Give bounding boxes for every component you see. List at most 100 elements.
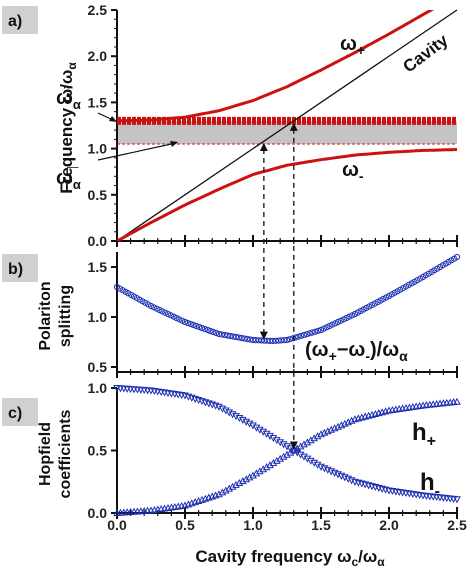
h-minus-point (215, 403, 223, 411)
y-tick-label: 0.0 (88, 233, 108, 249)
cavity-line (116, 9, 458, 242)
panel-label-c: c) (8, 405, 22, 422)
h-plus-point (228, 482, 237, 490)
splitting-point (235, 334, 242, 341)
h-plus-point (235, 478, 244, 486)
h-plus-point (279, 452, 288, 460)
h-minus-point (306, 457, 315, 465)
h-minus-point (269, 435, 278, 443)
h-minus-point (262, 430, 271, 438)
h-minus-point (303, 455, 312, 463)
h-plus-point (259, 465, 268, 473)
splitting-point (232, 333, 240, 341)
panel-a-ylabel: Frequency ω/ωα (57, 62, 79, 194)
h-minus-point (259, 428, 268, 436)
panel-tag-c: c) (2, 398, 38, 426)
splitting-point (303, 331, 310, 338)
splitting-point (187, 320, 194, 328)
splitting-point (224, 332, 231, 339)
h-plus-point (269, 458, 278, 466)
splitting-point (312, 328, 319, 335)
h-minus-point (242, 418, 251, 426)
x-tick-label: 1.5 (311, 517, 331, 533)
h-plus-point (310, 434, 319, 442)
splitting-point (309, 329, 316, 336)
h-plus-point (300, 440, 308, 448)
h-plus-point (306, 436, 315, 444)
splitting-point (346, 313, 353, 320)
y-tick-label: 1.0 (88, 380, 108, 396)
x-tick-label: 1.0 (243, 517, 263, 533)
h-minus-point (218, 405, 227, 413)
splitting-point (286, 336, 293, 343)
panel-b-ylabel-line2: splitting (57, 285, 74, 347)
splitting-point (213, 329, 220, 337)
dashed-guides (259, 122, 298, 450)
h-plus-point (303, 438, 312, 446)
h-plus-point (453, 397, 461, 405)
h-plus-point (286, 448, 295, 456)
panel-c-ylabel-line1: Hopfield (37, 422, 54, 486)
splitting-point (210, 328, 217, 336)
h-minus-point (255, 426, 264, 434)
h-plus-point (238, 477, 247, 485)
splitting-point (337, 317, 344, 324)
panel-tag-a: a) (2, 6, 38, 34)
annotation-omega-bar: ω̅α (56, 167, 81, 192)
splitting-point (221, 331, 228, 339)
h-plus-point (232, 480, 240, 488)
h-minus-point (252, 424, 261, 432)
annotation-omega-tilde: ω̃α (56, 85, 81, 112)
h-minus-point (235, 415, 244, 423)
h-minus-point (286, 445, 295, 453)
annotation-omega-minus: ω- (342, 159, 364, 184)
splitting-point (315, 327, 322, 334)
splitting-point (371, 300, 378, 307)
h-plus-point (296, 442, 305, 450)
annotation-splitting: (ω+−ω-)/ωα (305, 339, 408, 364)
splitting-point (300, 331, 308, 339)
guide-arrowhead-1-down (259, 331, 268, 340)
h-plus-point (255, 467, 264, 475)
x-tick-label: 2.0 (379, 517, 399, 533)
omega-minus-curve (117, 148, 457, 241)
splitting-point (244, 335, 251, 343)
splitting-point (278, 337, 285, 344)
splitting-point (258, 337, 265, 344)
splitting-point (230, 333, 237, 340)
panel-c-plot: 0.0 0.5 1.0 0.0 0.5 1.0 1.5 2.0 2.5 (88, 380, 467, 533)
h-minus-point (310, 459, 319, 467)
y-tick-label: 0.0 (88, 505, 108, 521)
splitting-point (363, 304, 370, 312)
h-plus-point (252, 469, 261, 477)
h-minus-point (300, 453, 308, 461)
splitting-point (167, 312, 174, 319)
h-plus-point (249, 471, 257, 479)
y-tick-label: 1.0 (88, 309, 108, 325)
splitting-point (198, 324, 206, 332)
panel-b-ylabel-line1: Polariton (37, 281, 54, 350)
splitting-point (150, 304, 157, 311)
h-minus-point (249, 422, 257, 430)
x-tick-label: 2.5 (447, 517, 467, 533)
omega-plus-curve (117, 10, 435, 123)
x-tick-label: 0.5 (175, 517, 195, 533)
h-plus-point (276, 454, 285, 462)
h-minus-point (228, 411, 237, 419)
splitting-point (289, 335, 296, 342)
splitting-point (266, 337, 274, 344)
splitting-point (204, 326, 211, 334)
splitting-point (184, 319, 191, 327)
h-plus-point (215, 490, 223, 498)
splitting-point (453, 253, 461, 261)
splitting-point (207, 327, 214, 335)
h-minus-point (232, 413, 240, 421)
h-minus-point (245, 420, 254, 428)
h-plus-point (266, 461, 274, 469)
splitting-point (298, 332, 305, 339)
splitting-point (215, 330, 223, 338)
annotation-h-plus: h+ (412, 419, 436, 450)
splitting-point (380, 295, 387, 303)
splitting-point (176, 316, 183, 323)
